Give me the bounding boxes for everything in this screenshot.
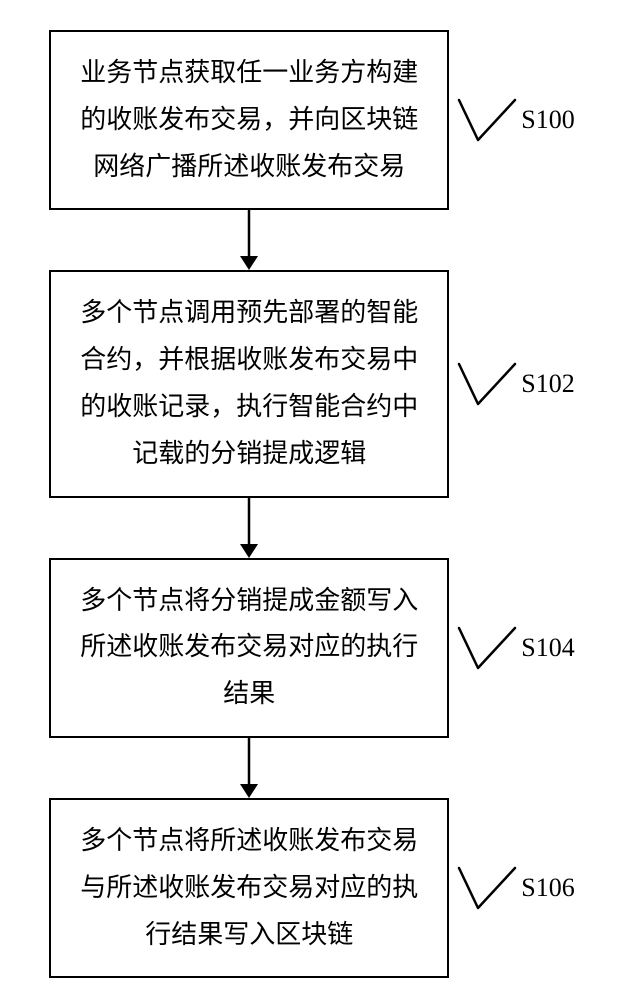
flow-step: 业务节点获取任一业务方构建的收账发布交易，并向区块链网络广播所述收账发布交易 S… xyxy=(49,30,574,210)
flowchart-container: 业务节点获取任一业务方构建的收账发布交易，并向区块链网络广播所述收账发布交易 S… xyxy=(49,30,574,978)
flow-step: 多个节点将分销提成金额写入所述收账发布交易对应的执行结果 S104 xyxy=(49,558,574,738)
flow-box-line: 合约，并根据收账发布交易中 xyxy=(75,337,423,384)
flow-box-line: 多个节点将所述收账发布交易 xyxy=(75,818,423,865)
flow-arrow xyxy=(49,498,449,558)
flow-box-line: 结果 xyxy=(75,671,423,718)
flow-arrow xyxy=(49,210,449,270)
flow-box-line: 业务节点获取任一业务方构建 xyxy=(75,50,423,97)
flow-arrow xyxy=(49,738,449,798)
connector-icon xyxy=(457,96,517,144)
flow-box-line: 网络广播所述收账发布交易 xyxy=(75,144,423,191)
flow-step: 多个节点调用预先部署的智能合约，并根据收账发布交易中的收账记录，执行智能合约中记… xyxy=(49,270,574,497)
flow-box-line: 所述收账发布交易对应的执行 xyxy=(75,624,423,671)
flow-box: 多个节点将所述收账发布交易与所述收账发布交易对应的执行结果写入区块链 xyxy=(49,798,449,978)
step-label: S104 xyxy=(521,633,574,663)
step-label: S106 xyxy=(521,873,574,903)
flow-step: 多个节点将所述收账发布交易与所述收账发布交易对应的执行结果写入区块链 S106 xyxy=(49,798,574,978)
connector-icon xyxy=(457,864,517,912)
step-label-wrap: S100 xyxy=(457,96,574,144)
connector-icon xyxy=(457,624,517,672)
flow-box: 业务节点获取任一业务方构建的收账发布交易，并向区块链网络广播所述收账发布交易 xyxy=(49,30,449,210)
connector-icon xyxy=(457,360,517,408)
step-label: S100 xyxy=(521,105,574,135)
step-label: S102 xyxy=(521,369,574,399)
flow-box-line: 行结果写入区块链 xyxy=(75,912,423,959)
flow-box-line: 与所述收账发布交易对应的执 xyxy=(75,865,423,912)
flow-box-line: 的收账发布交易，并向区块链 xyxy=(75,97,423,144)
flow-box: 多个节点将分销提成金额写入所述收账发布交易对应的执行结果 xyxy=(49,558,449,738)
flow-box-line: 的收账记录，执行智能合约中 xyxy=(75,384,423,431)
step-label-wrap: S106 xyxy=(457,864,574,912)
flow-box-line: 多个节点将分销提成金额写入 xyxy=(75,578,423,625)
step-label-wrap: S104 xyxy=(457,624,574,672)
flow-box-line: 多个节点调用预先部署的智能 xyxy=(75,290,423,337)
flow-box: 多个节点调用预先部署的智能合约，并根据收账发布交易中的收账记录，执行智能合约中记… xyxy=(49,270,449,497)
step-label-wrap: S102 xyxy=(457,360,574,408)
flow-box-line: 记载的分销提成逻辑 xyxy=(75,431,423,478)
